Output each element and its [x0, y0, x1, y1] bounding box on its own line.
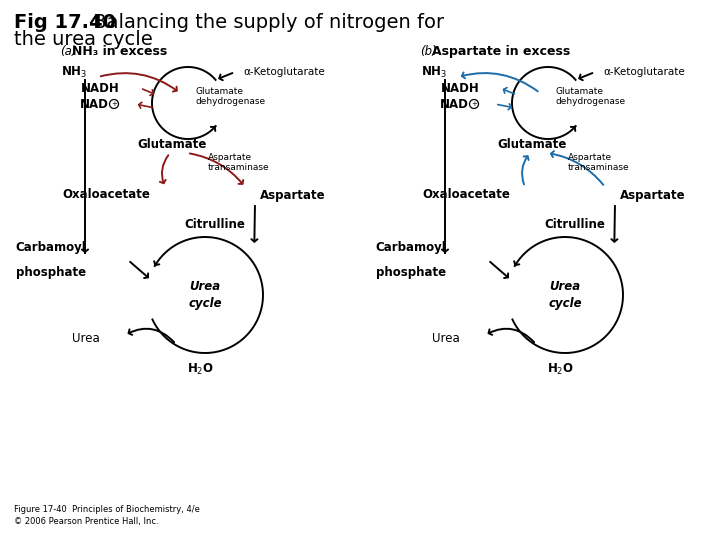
Text: cycle: cycle — [548, 296, 582, 309]
Text: Fig 17.40: Fig 17.40 — [14, 13, 116, 32]
Text: Oxaloacetate: Oxaloacetate — [422, 188, 510, 201]
Text: (a): (a) — [60, 45, 76, 58]
Text: Aspartate: Aspartate — [260, 188, 325, 201]
Text: transaminase: transaminase — [208, 164, 269, 172]
Text: Carbamoyl: Carbamoyl — [375, 241, 446, 254]
Text: Carbamoyl: Carbamoyl — [15, 241, 86, 254]
Text: Balancing the supply of nitrogen for: Balancing the supply of nitrogen for — [87, 13, 444, 32]
Text: α-Ketoglutarate: α-Ketoglutarate — [243, 67, 325, 77]
Text: Urea: Urea — [432, 332, 460, 345]
Text: Urea: Urea — [189, 280, 220, 294]
Text: H$_2$O: H$_2$O — [186, 362, 213, 377]
Text: +: + — [111, 101, 117, 107]
Text: NADH: NADH — [441, 82, 480, 94]
Text: Urea: Urea — [72, 332, 100, 345]
Text: Urea: Urea — [549, 280, 580, 294]
Text: Glutamate: Glutamate — [138, 138, 207, 152]
Text: Citrulline: Citrulline — [184, 218, 246, 231]
Text: H$_2$O: H$_2$O — [546, 362, 573, 377]
Text: Glutamate: Glutamate — [555, 86, 603, 96]
Text: transaminase: transaminase — [568, 164, 629, 172]
Text: Citrulline: Citrulline — [544, 218, 606, 231]
Text: Glutamate: Glutamate — [498, 138, 567, 152]
Text: NH₃ in excess: NH₃ in excess — [72, 45, 167, 58]
Text: NH$_3$: NH$_3$ — [421, 64, 447, 79]
Text: Aspartate in excess: Aspartate in excess — [432, 45, 570, 58]
Text: +: + — [471, 101, 477, 107]
Text: phosphate: phosphate — [16, 266, 86, 279]
Text: cycle: cycle — [188, 296, 222, 309]
Text: α-Ketoglutarate: α-Ketoglutarate — [603, 67, 685, 77]
Text: NH$_3$: NH$_3$ — [61, 64, 87, 79]
Text: dehydrogenase: dehydrogenase — [555, 97, 625, 105]
Text: dehydrogenase: dehydrogenase — [195, 97, 265, 105]
Text: Figure 17-40  Principles of Biochemistry, 4/e
© 2006 Pearson Prentice Hall, Inc.: Figure 17-40 Principles of Biochemistry,… — [14, 504, 200, 526]
Text: NADH: NADH — [81, 82, 120, 94]
Text: the urea cycle: the urea cycle — [14, 30, 153, 49]
Text: Glutamate: Glutamate — [195, 86, 243, 96]
Text: Aspartate: Aspartate — [208, 153, 252, 163]
Text: NAD: NAD — [440, 98, 469, 111]
Text: Oxaloacetate: Oxaloacetate — [62, 188, 150, 201]
Text: Aspartate: Aspartate — [620, 188, 685, 201]
Text: (b): (b) — [420, 45, 437, 58]
Text: Aspartate: Aspartate — [568, 153, 612, 163]
Text: NAD: NAD — [80, 98, 109, 111]
Text: phosphate: phosphate — [376, 266, 446, 279]
